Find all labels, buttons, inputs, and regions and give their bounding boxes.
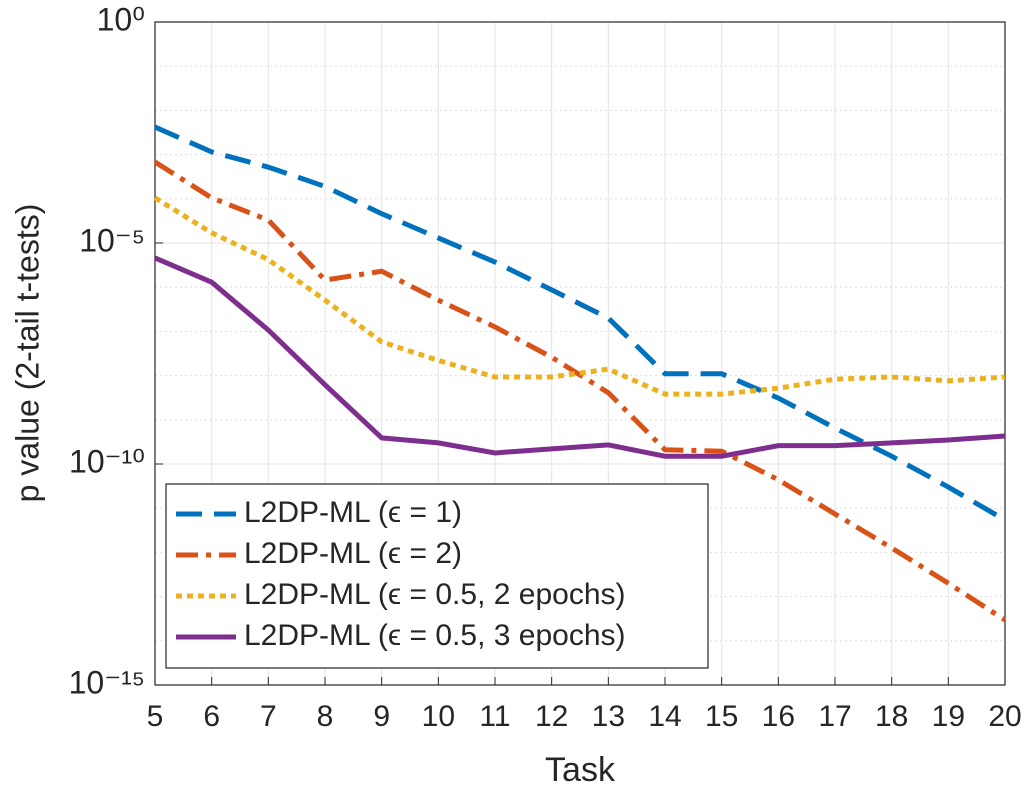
- y-axis-label: p value (2-tail t-tests): [9, 204, 45, 503]
- line: [153, 124, 1007, 523]
- y-tick-label: 10⁻¹⁵: [69, 664, 145, 700]
- x-tick-label: 7: [260, 700, 277, 733]
- legend: L2DP-ML (ϵ = 1) L2DP-ML (ϵ = 2) L2DP-ML (ϵ…: [165, 483, 709, 669]
- x-tick-label: 16: [762, 700, 795, 733]
- x-tick-label: 9: [373, 700, 390, 733]
- x-tick-label: 20: [988, 700, 1021, 733]
- x-tick-label: 17: [818, 700, 851, 733]
- x-tick-label: 10: [422, 700, 455, 733]
- x-tick-label: 15: [705, 700, 738, 733]
- x-tick-label: 18: [875, 700, 908, 733]
- legend-label: L2DP-ML (ϵ = 1): [244, 496, 462, 529]
- x-tick-label: 5: [147, 700, 164, 733]
- x-tick-label: 13: [592, 700, 625, 733]
- legend-label: L2DP-ML (ϵ = 0.5, 2 epochs): [244, 578, 626, 611]
- x-tick-label: 11: [479, 700, 510, 733]
- legend-label: L2DP-ML (ϵ = 2): [244, 537, 462, 570]
- legend-label: L2DP-ML (ϵ = 0.5, 3 epochs): [244, 619, 626, 652]
- legend-box: [165, 483, 709, 669]
- x-tick-label: 6: [203, 700, 220, 733]
- y-tick-label: 10⁻⁵: [79, 222, 145, 258]
- y-tick-label: 10⁰: [97, 1, 145, 37]
- x-tick-label: 8: [317, 700, 334, 733]
- y-tick-label: 10⁻¹⁰: [69, 443, 145, 479]
- x-tick-label: 14: [648, 700, 681, 733]
- line: [153, 195, 1006, 397]
- plot-frame: [154, 21, 1006, 686]
- x-tick-label: 12: [535, 700, 568, 733]
- line: [153, 159, 1007, 623]
- x-tick-label: 19: [932, 700, 965, 733]
- x-axis-label: Task: [545, 751, 616, 789]
- line: [154, 255, 1006, 459]
